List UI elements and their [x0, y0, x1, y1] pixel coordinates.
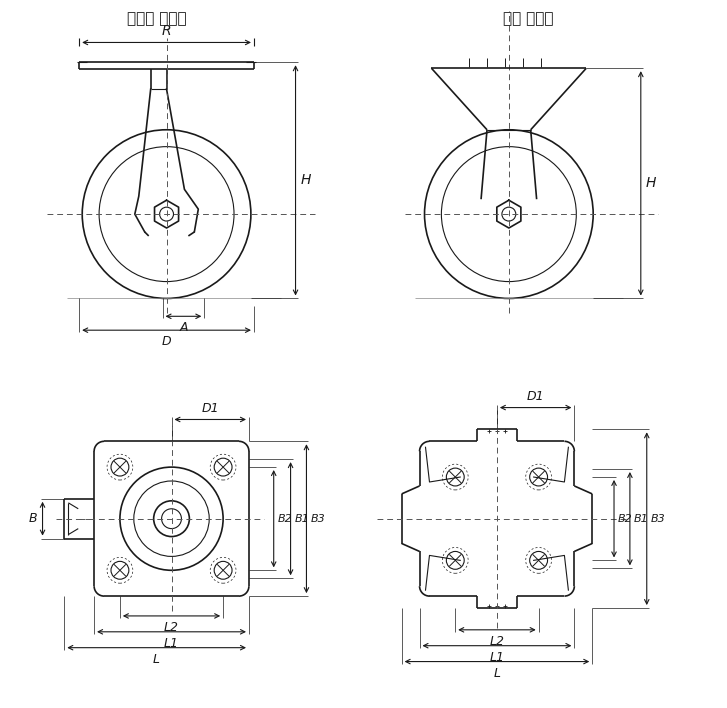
Text: B1: B1	[634, 514, 648, 524]
Text: A: A	[179, 321, 188, 334]
Text: D1: D1	[201, 401, 219, 414]
Text: B2: B2	[278, 514, 292, 524]
Text: L: L	[494, 666, 500, 680]
Text: L2: L2	[164, 621, 179, 634]
Text: B: B	[29, 512, 38, 525]
Text: L: L	[153, 653, 160, 666]
Text: 고정 캐스터: 고정 캐스터	[503, 11, 554, 25]
Text: D: D	[161, 335, 172, 348]
Text: 스위벨 캐스터: 스위벨 캐스터	[126, 11, 186, 25]
Text: B1: B1	[294, 514, 309, 524]
Text: L2: L2	[489, 635, 505, 648]
Text: B2: B2	[618, 514, 632, 524]
Text: R: R	[161, 23, 172, 38]
Text: B3: B3	[310, 514, 325, 524]
Text: H: H	[646, 176, 656, 190]
Text: L1: L1	[489, 651, 505, 663]
Text: D1: D1	[527, 389, 545, 403]
Text: H: H	[300, 173, 311, 188]
Text: L1: L1	[164, 636, 179, 650]
Text: B3: B3	[651, 514, 665, 524]
